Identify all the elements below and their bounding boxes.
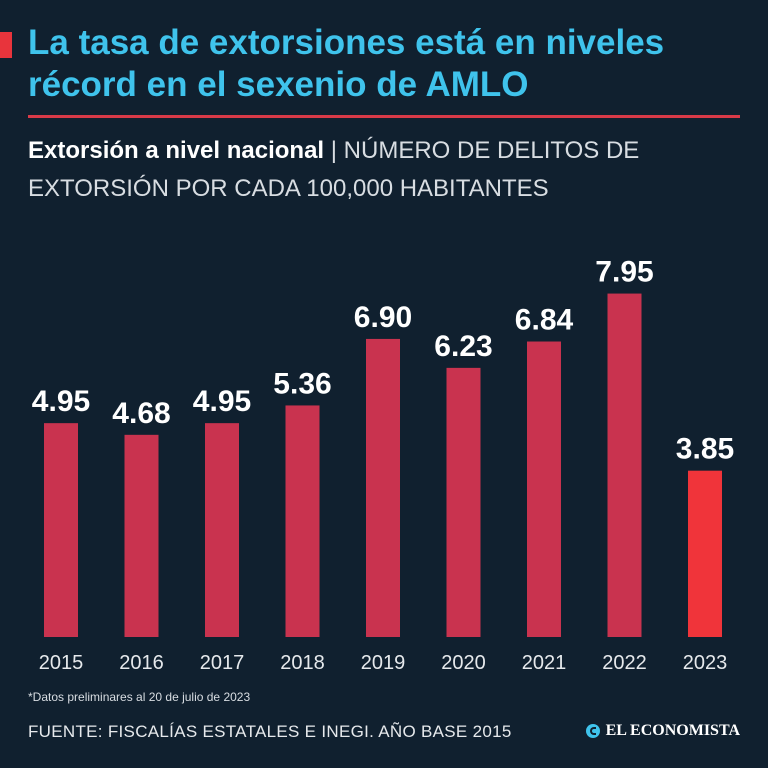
bar-2017 bbox=[205, 423, 239, 637]
x-tick-2018: 2018 bbox=[280, 652, 325, 674]
value-label-2021: 6.84 bbox=[515, 304, 574, 337]
value-label-2016: 4.68 bbox=[112, 397, 170, 430]
subtitle-separator: | bbox=[330, 137, 337, 164]
x-tick-2021: 2021 bbox=[522, 652, 567, 674]
subtitle-bold: Extorsión a nivel nacional bbox=[28, 137, 325, 164]
accent-bar bbox=[0, 32, 12, 58]
chart-subtitle: Extorsión a nivel nacional | NÚMERO DE D… bbox=[28, 132, 748, 208]
source-note: FUENTE: FISCALÍAS ESTATALES E INEGI. AÑO… bbox=[28, 722, 512, 741]
brand-icon bbox=[585, 724, 600, 738]
bar-2016 bbox=[124, 434, 159, 637]
bar-2018 bbox=[285, 405, 320, 637]
bar-chart: 4.95 2015 4.68 2016 4.95 2017 5.36 2018 6.90 2019… bbox=[32, 256, 734, 674]
title-divider bbox=[28, 115, 740, 118]
brand-name: EL ECONOMISTA bbox=[605, 722, 740, 739]
bar-2022 bbox=[607, 293, 642, 637]
bar-2021 bbox=[527, 341, 561, 637]
x-tick-2019: 2019 bbox=[361, 652, 406, 674]
bar-2023 bbox=[688, 470, 722, 637]
x-tick-2015: 2015 bbox=[39, 652, 84, 674]
page-title: La tasa de extorsiones está en niveles r… bbox=[28, 23, 665, 104]
value-label-2022: 7.95 bbox=[595, 256, 653, 289]
footnote: *Datos preliminares al 20 de julio de 20… bbox=[28, 690, 251, 704]
value-label-2015: 4.95 bbox=[32, 385, 90, 418]
bar-2015 bbox=[44, 423, 78, 637]
x-tick-2017: 2017 bbox=[200, 652, 245, 674]
value-label-2018: 5.36 bbox=[273, 367, 331, 400]
bar-2020 bbox=[446, 367, 481, 637]
value-label-2020: 6.23 bbox=[434, 330, 492, 363]
value-label-2017: 4.95 bbox=[193, 385, 251, 418]
x-tick-2020: 2020 bbox=[441, 652, 486, 674]
value-label-2019: 6.90 bbox=[354, 301, 412, 334]
value-label-2023: 3.85 bbox=[676, 433, 734, 466]
brand-logo: EL ECONOMISTA bbox=[585, 722, 740, 740]
x-tick-2016: 2016 bbox=[119, 652, 164, 674]
bar-2019 bbox=[366, 338, 400, 637]
x-tick-2022: 2022 bbox=[602, 652, 647, 674]
subtitle-light: NÚMERO DE DELITOS DE EXTORSIÓN POR CADA … bbox=[28, 137, 640, 202]
x-tick-2023: 2023 bbox=[683, 652, 728, 674]
